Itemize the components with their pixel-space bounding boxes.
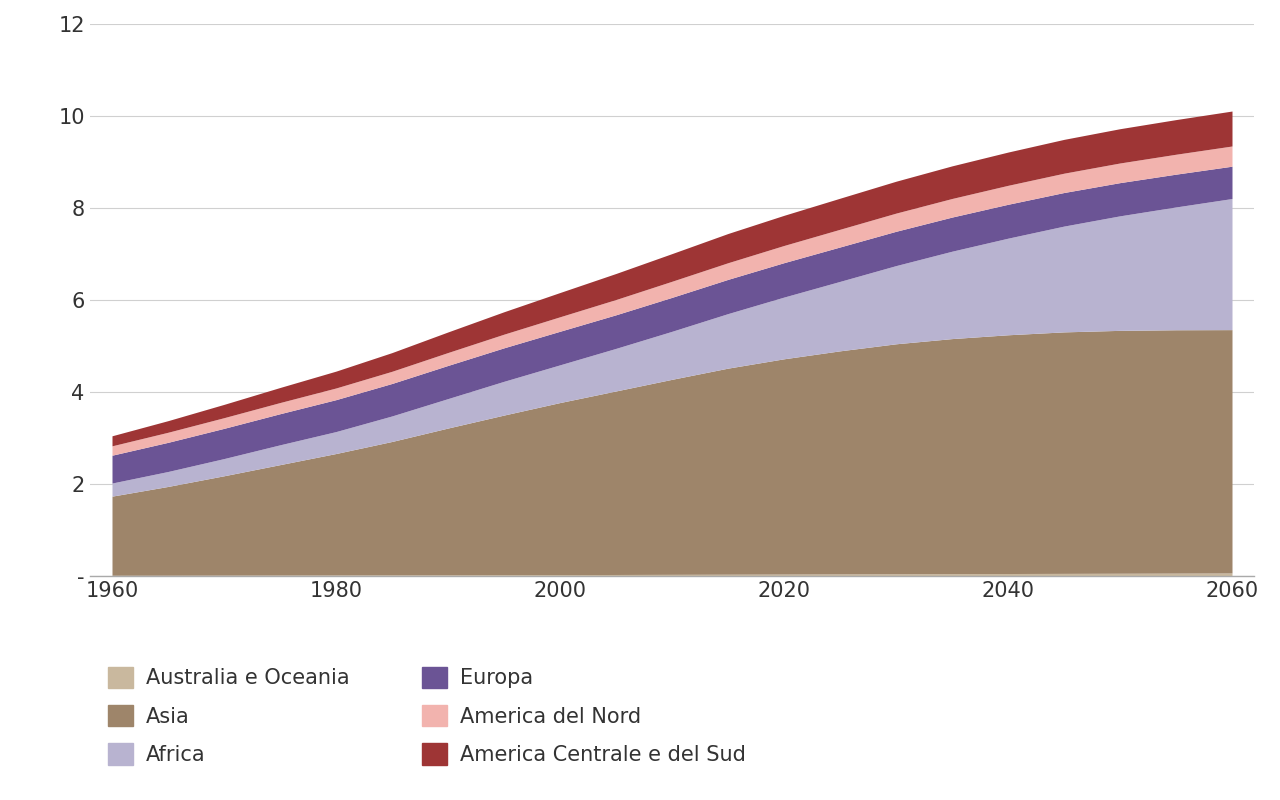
Legend: Australia e Oceania, Asia, Africa, Europa, America del Nord, America Centrale e : Australia e Oceania, Asia, Africa, Europ…	[100, 658, 754, 774]
